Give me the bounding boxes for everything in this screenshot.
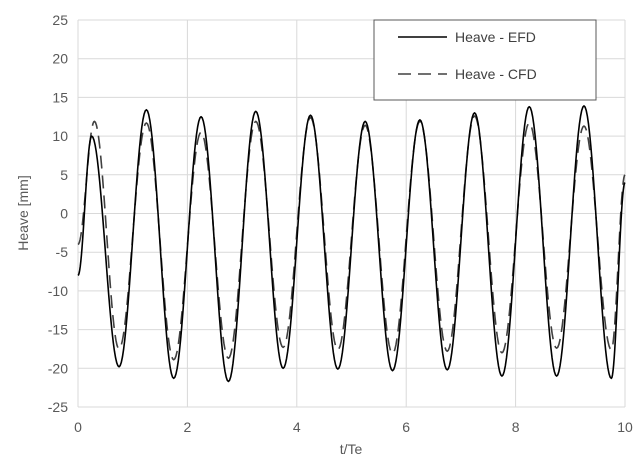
y-tick-label: -15 [48,322,68,338]
x-tick-label: 0 [74,419,82,435]
y-tick-label: 20 [52,51,68,67]
x-tick-label: 2 [184,419,192,435]
tick-labels: -25 -20 -15 -10 -5 0 5 10 15 20 25 0 2 4 6 8 10 [48,12,633,435]
y-tick-label: -25 [48,399,68,415]
y-tick-label: 5 [60,167,68,183]
x-axis-title: t/Te [340,441,363,457]
y-tick-label: 15 [52,89,68,105]
series-line-efd [77,105,626,383]
y-tick-label: 10 [52,128,68,144]
series-lines [77,105,626,383]
y-axis-title: Heave [mm] [15,175,31,250]
x-tick-label: 6 [402,419,410,435]
x-tick-label: 4 [293,419,301,435]
x-tick-label: 8 [512,419,520,435]
y-tick-label: -5 [56,244,69,260]
y-tick-label: 25 [52,12,68,28]
y-tick-label: 0 [60,206,68,222]
legend-box [373,19,597,101]
y-tick-label: -10 [48,283,68,299]
legend-label-cfd: Heave - CFD [455,66,537,82]
legend-label-efd: Heave - EFD [455,29,536,45]
legend: Heave - EFD Heave - CFD [373,19,597,101]
x-tick-label: 10 [617,419,633,435]
y-tick-label: -20 [48,360,68,376]
